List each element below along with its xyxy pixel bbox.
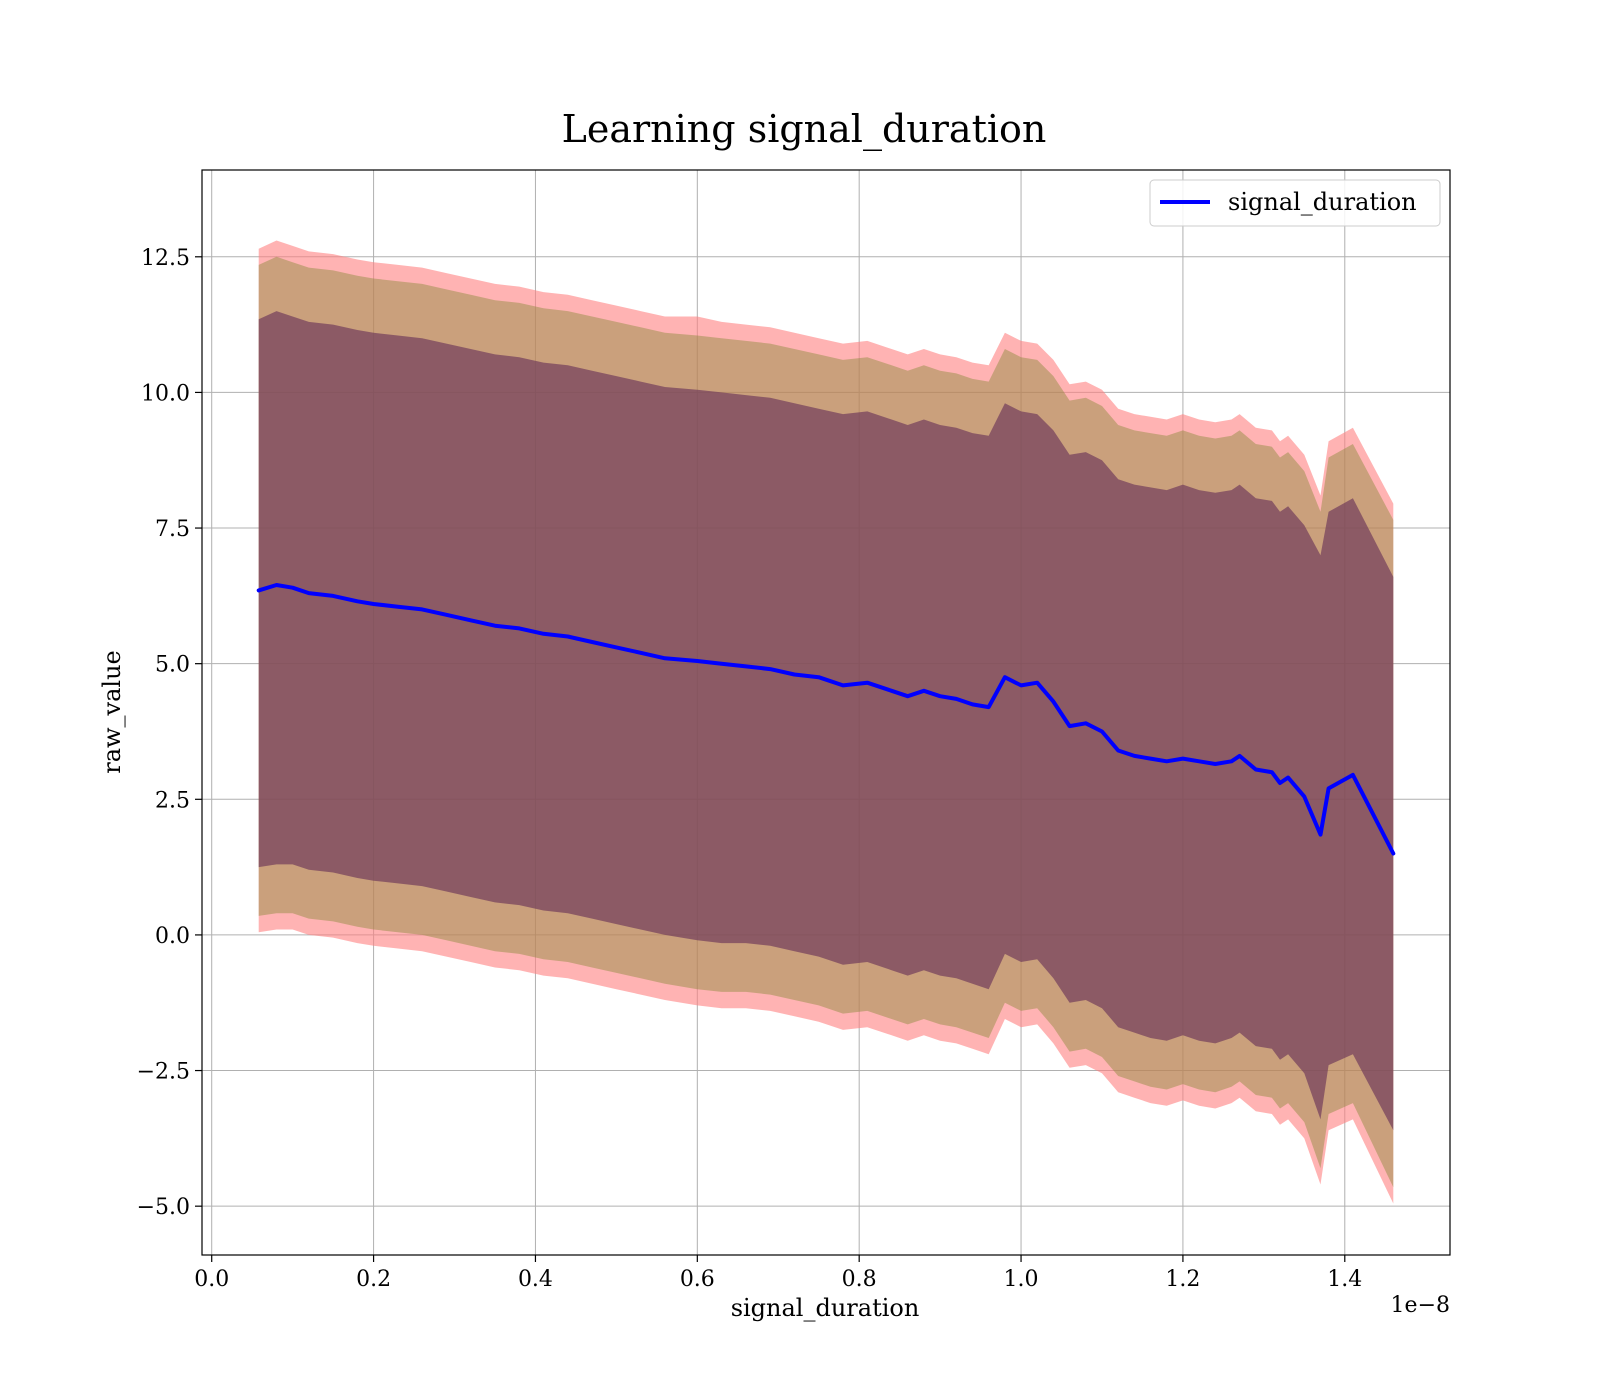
x-tick-label: 1.0	[1004, 1267, 1039, 1292]
x-tick-label: 1.4	[1327, 1267, 1362, 1292]
x-tick-label: 1.2	[1165, 1267, 1200, 1292]
y-tick-label: 10.0	[141, 381, 190, 406]
y-tick-label: −2.5	[137, 1060, 190, 1085]
x-tick-label: 0.0	[194, 1267, 229, 1292]
y-tick-label: 12.5	[141, 246, 190, 271]
y-tick-label: 5.0	[155, 653, 190, 678]
axis-ticks: 0.0 0.2 0.4 0.6 0.8 1.0 1.2 1.4 12.5 10.0 7.5 5.0 2.…	[137, 246, 1363, 1292]
y-tick-label: −5.0	[137, 1195, 190, 1220]
x-tick-label: 0.4	[518, 1267, 553, 1292]
legend-label: signal_duration	[1228, 188, 1417, 216]
x-tick-label: 0.6	[680, 1267, 715, 1292]
chart-title: Learning signal_duration	[562, 107, 1047, 152]
confidence-band	[258, 311, 1394, 1131]
series-line	[256, 583, 1396, 856]
x-axis-offset-label: 1e−8	[1391, 1293, 1450, 1318]
series-lines	[256, 583, 1396, 856]
x-tick-label: 0.2	[356, 1267, 391, 1292]
legend-box	[1149, 179, 1441, 227]
x-tick-label: 0.8	[842, 1267, 877, 1292]
y-tick-label: 0.0	[155, 924, 190, 949]
confidence-bands	[258, 240, 1394, 1204]
y-tick-label: 7.5	[155, 517, 190, 542]
legend: signal_duration	[1149, 179, 1441, 227]
y-tick-label: 2.5	[155, 788, 190, 813]
y-axis-label: raw_value	[98, 650, 126, 774]
x-axis-label: signal_duration	[731, 1294, 920, 1322]
plot-frame	[201, 169, 1451, 1256]
